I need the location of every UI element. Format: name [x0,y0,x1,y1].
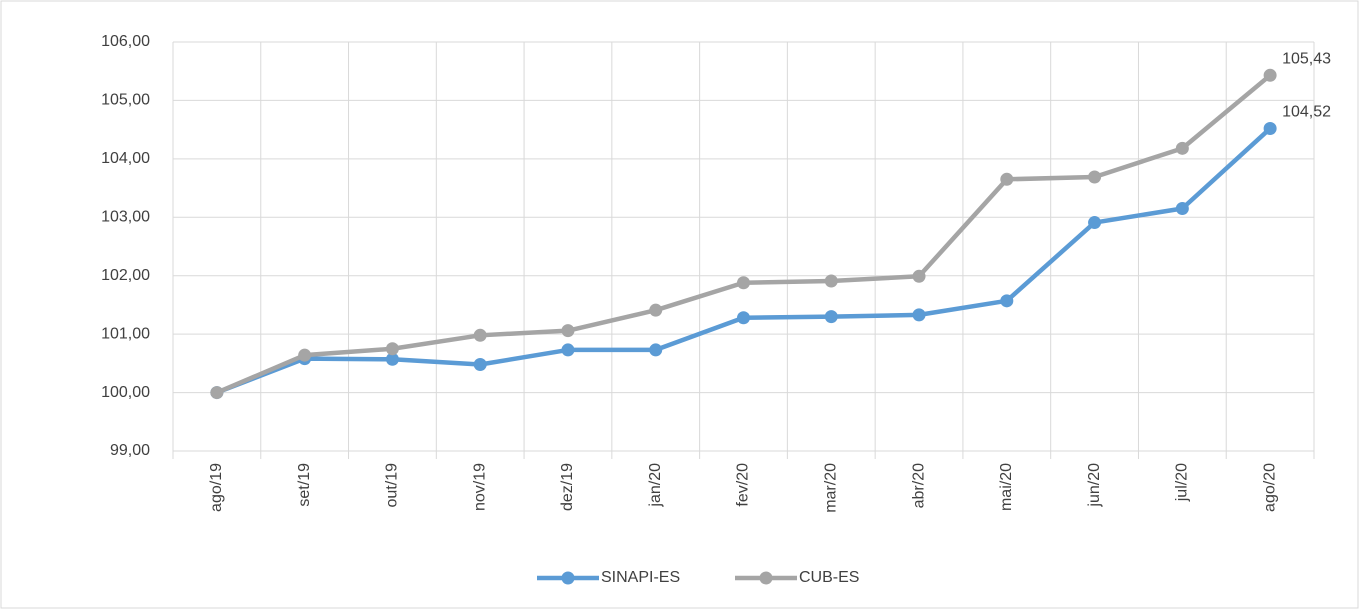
data-point [473,328,487,342]
data-point [210,386,224,400]
x-tick-label: abr/20 [910,463,927,508]
x-tick-label: set/19 [296,463,313,507]
data-point [649,303,663,317]
x-tick-label: ago/19 [208,463,225,512]
data-point [824,310,838,324]
data-point [561,343,575,357]
data-point [385,342,399,356]
data-point [1175,141,1189,155]
x-tick-label: jul/20 [1174,463,1191,502]
y-tick-label: 100,00 [101,384,150,401]
y-tick-label: 102,00 [101,267,150,284]
y-tick-label: 105,00 [101,92,150,109]
data-point [1175,202,1189,216]
x-tick-label: jan/20 [647,463,664,508]
x-tick-label: mar/20 [822,463,839,513]
x-tick-label: jun/20 [1086,463,1103,508]
legend-marker [561,571,575,585]
y-tick-label: 101,00 [101,325,150,342]
data-point [1088,216,1102,230]
data-point [1263,121,1277,135]
y-tick-label: 106,00 [101,33,150,50]
legend-label: SINAPI-ES [601,569,680,586]
y-tick-label: 99,00 [110,442,150,459]
y-tick-label: 103,00 [101,209,150,226]
data-point [737,276,750,290]
x-tick-label: mai/20 [998,463,1015,511]
data-point [385,352,399,366]
legend-marker [759,571,773,585]
x-tick-label: dez/19 [559,463,576,511]
data-point [298,348,312,362]
legend-label: CUB-ES [799,569,859,586]
data-label: 104,52 [1282,104,1331,121]
x-tick-label: fev/20 [735,463,752,507]
data-point [1000,172,1014,186]
x-tick-label: out/19 [384,463,401,508]
data-point [561,324,575,338]
data-point [737,311,750,325]
data-point [649,343,663,357]
x-tick-label: ago/20 [1261,463,1278,512]
data-point [1000,294,1014,308]
data-point [912,308,926,322]
data-point [473,358,487,372]
data-point [824,274,838,288]
y-tick-label: 104,00 [101,150,150,167]
x-tick-label: nov/19 [471,463,488,511]
data-point [912,269,926,283]
data-point [1263,68,1277,82]
data-point [1088,170,1102,184]
data-label: 105,43 [1282,51,1331,68]
